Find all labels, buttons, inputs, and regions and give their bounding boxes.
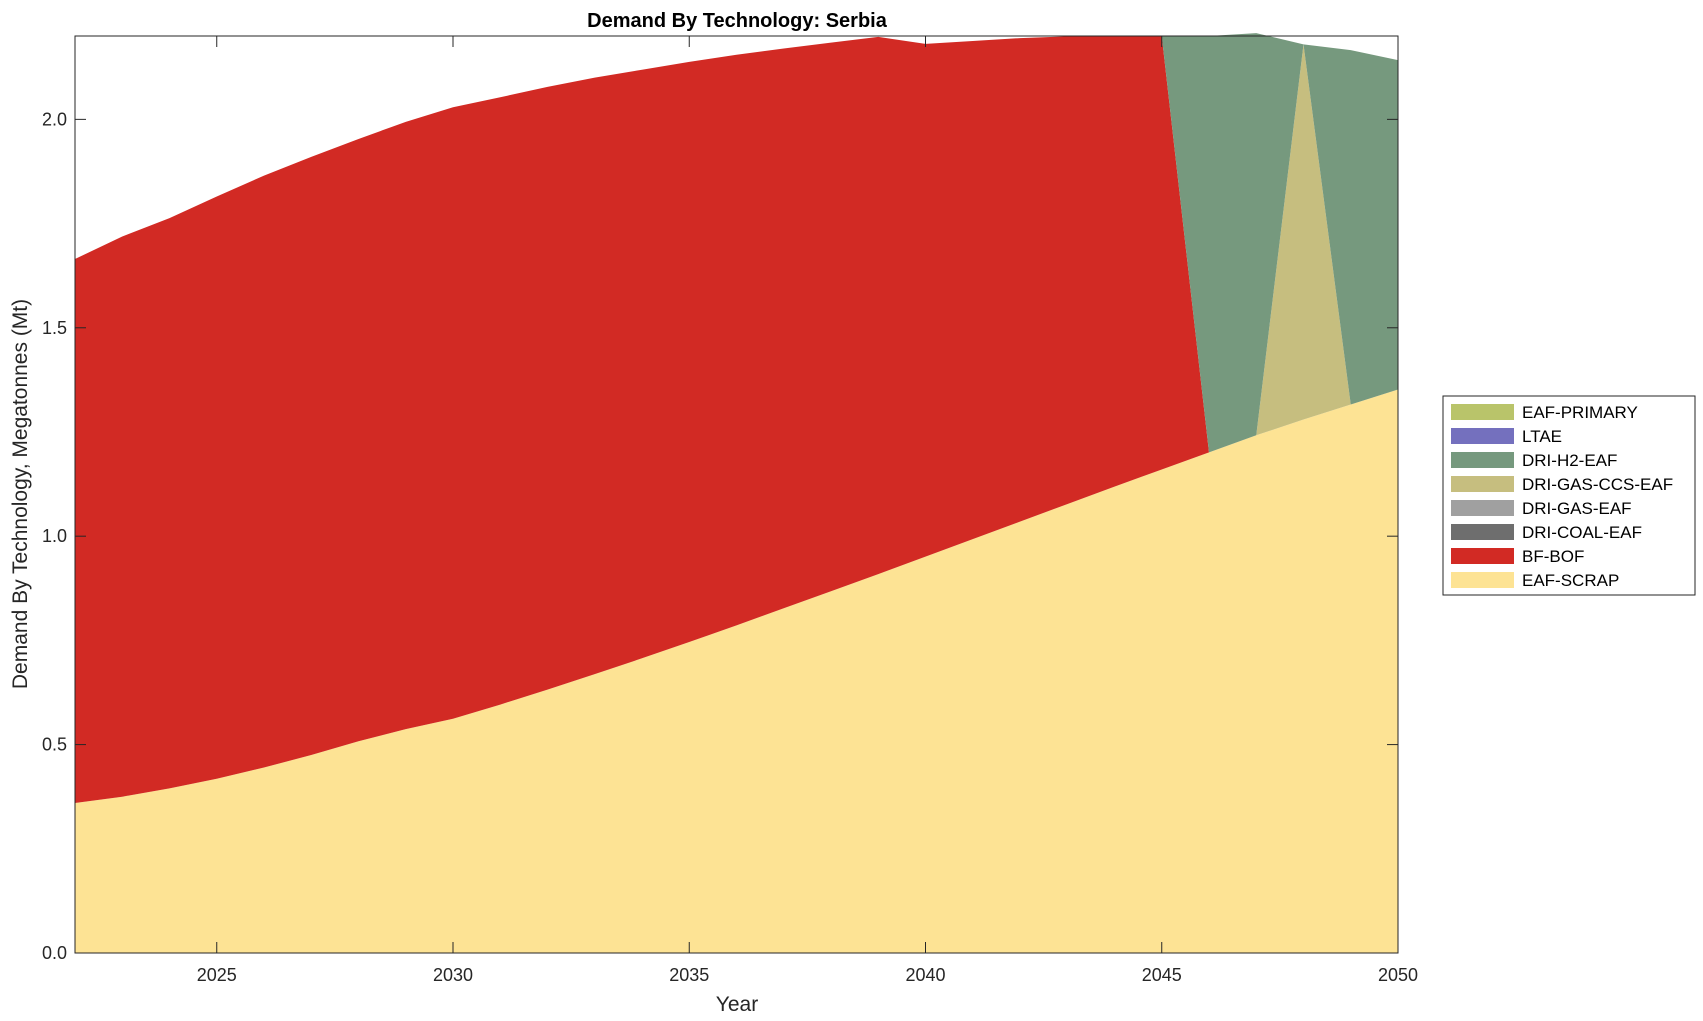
axis-ticks: 2025 2030 2035 2040 2045 2050 0.0 0.5 1.0 1.5 2.0: [42, 36, 1418, 985]
legend-item-dri-coal-eaf: DRI-COAL-EAF: [1451, 523, 1642, 542]
legend-item-eaf-primary: EAF-PRIMARY: [1451, 403, 1638, 422]
area-dri-h2-eaf: [75, 33, 1398, 453]
legend-swatch: [1451, 548, 1514, 564]
legend-label: DRI-GAS-CCS-EAF: [1522, 475, 1673, 494]
legend-swatch: [1451, 500, 1514, 516]
x-axis-label: Year: [716, 993, 758, 1016]
x-tick-label: 2045: [1142, 965, 1182, 985]
chart-title: Demand By Technology: Serbia: [587, 10, 888, 32]
y-axis-label: Demand By Technology, Megatonnes (Mt): [9, 299, 32, 689]
x-tick-label: 2050: [1378, 965, 1418, 985]
legend-label: EAF-SCRAP: [1522, 571, 1619, 590]
legend-item-dri-gas-ccs-eaf: DRI-GAS-CCS-EAF: [1451, 475, 1673, 494]
legend-item-dri-h2-eaf: DRI-H2-EAF: [1451, 451, 1617, 470]
legend-label: BF-BOF: [1522, 547, 1584, 566]
plot-area: 2025 2030 2035 2040 2045 2050 0.0 0.5 1.0 1.5 2.0: [42, 33, 1418, 985]
legend-label: DRI-H2-EAF: [1522, 451, 1617, 470]
area-bf-bof: [75, 36, 1398, 803]
legend-swatch: [1451, 476, 1514, 492]
y-tick-label: 0.0: [42, 943, 67, 963]
plot-frame: [74, 35, 1399, 954]
x-tick-label: 2040: [905, 965, 945, 985]
legend-swatch: [1451, 572, 1514, 588]
legend-label: DRI-GAS-EAF: [1522, 499, 1632, 518]
x-tick-label: 2030: [433, 965, 473, 985]
area-dri-gas-ccs-eaf: [75, 36, 1398, 453]
x-tick-label: 2025: [197, 965, 237, 985]
legend: EAF-PRIMARY LTAE DRI-H2-EAF DRI-GAS-CCS-EAF…: [1442, 395, 1696, 596]
legend-label: DRI-COAL-EAF: [1522, 523, 1642, 542]
area-eaf-scrap: [75, 389, 1398, 954]
legend-swatch: [1451, 524, 1514, 540]
legend-swatch: [1451, 452, 1514, 468]
legend-item-dri-gas-eaf: DRI-GAS-EAF: [1451, 499, 1632, 518]
y-tick-label: 1.0: [42, 526, 67, 546]
legend-swatch: [1451, 404, 1514, 420]
legend-label: EAF-PRIMARY: [1522, 403, 1638, 422]
y-tick-label: 1.5: [42, 318, 67, 338]
x-tick-label: 2035: [669, 965, 709, 985]
y-tick-label: 2.0: [42, 109, 67, 129]
legend-item-eaf-scrap: EAF-SCRAP: [1451, 571, 1619, 590]
legend-label: LTAE: [1522, 427, 1562, 446]
legend-item-ltae: LTAE: [1451, 427, 1562, 446]
area-series-group: [75, 33, 1398, 954]
legend-item-bf-bof: BF-BOF: [1451, 547, 1584, 566]
legend-swatch: [1451, 428, 1514, 444]
y-tick-label: 0.5: [42, 735, 67, 755]
